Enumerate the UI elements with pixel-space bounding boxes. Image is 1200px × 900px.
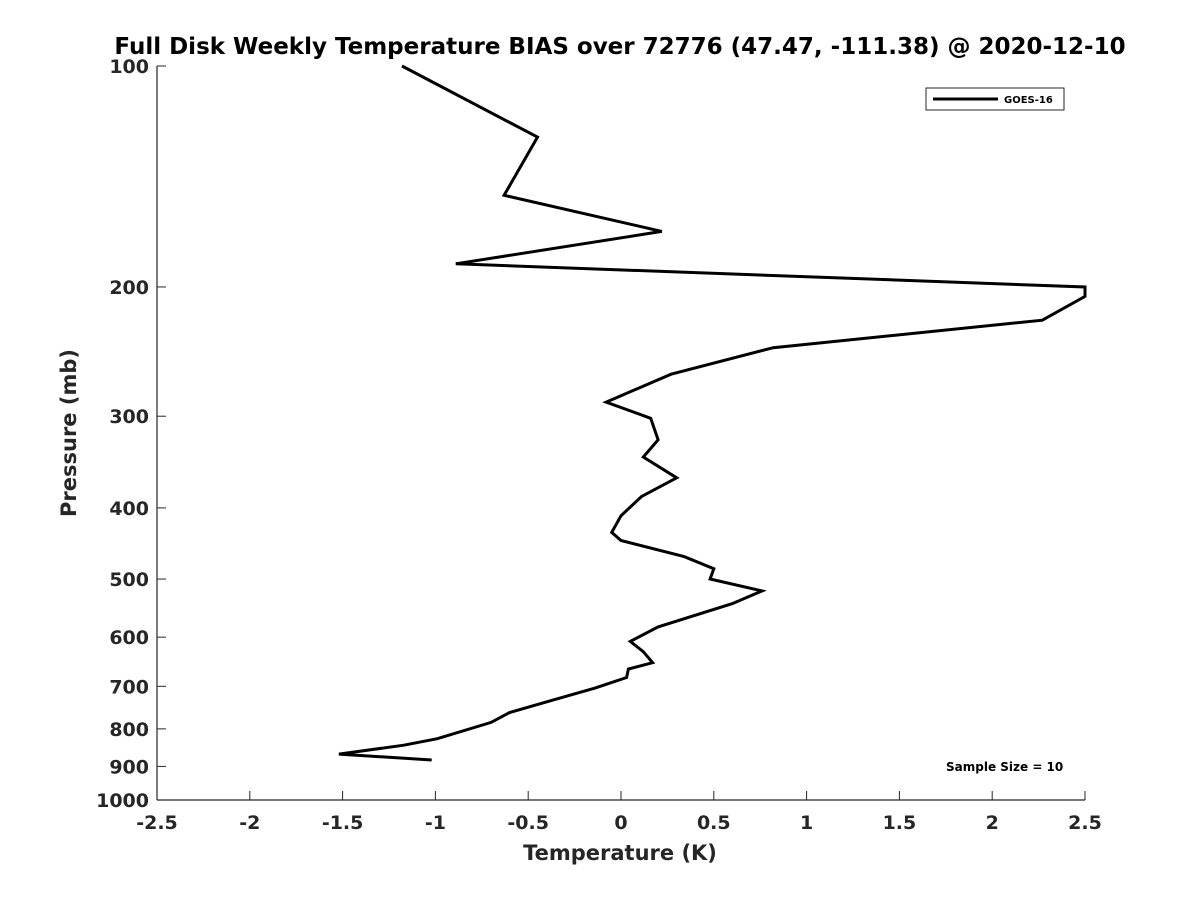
series-line-goes-16 (338, 64, 1087, 762)
x-tick-label: 0 (614, 812, 627, 834)
y-axis-ticks: 100 200 300 400 500 600 700 800 900 1000 (96, 56, 166, 812)
y-tick-label: 200 (109, 277, 149, 299)
y-tick-label: 100 (109, 56, 149, 78)
y-tick-label: 1000 (96, 790, 149, 812)
x-tick-label: -2.5 (136, 812, 178, 834)
legend: GOES-16 (925, 87, 1065, 111)
y-tick-label: 400 (109, 498, 149, 520)
y-tick-label: 700 (109, 676, 149, 698)
y-axis-label: Pressure (mb) (57, 349, 81, 517)
x-tick-label: 0.5 (697, 812, 731, 834)
x-tick-label: 1 (800, 812, 813, 834)
x-tick-label: -0.5 (507, 812, 549, 834)
sample-size-annotation: Sample Size = 10 (946, 760, 1063, 774)
y-tick-label: 500 (109, 569, 149, 591)
x-axis-label: Temperature (K) (523, 841, 717, 865)
x-tick-label: 1.5 (883, 812, 917, 834)
x-tick-label: -1.5 (322, 812, 364, 834)
y-tick-label: 800 (109, 719, 149, 741)
legend-label-goes-16: GOES-16 (1004, 95, 1053, 106)
x-tick-label: -1 (425, 812, 446, 834)
chart-title: Full Disk Weekly Temperature BIAS over 7… (114, 34, 1125, 60)
x-axis-ticks: -2.5 -2 -1.5 -1 -0.5 0 0.5 1 1.5 2 2.5 (136, 791, 1102, 834)
y-tick-label: 600 (109, 627, 149, 649)
x-tick-label: -2 (239, 812, 260, 834)
y-tick-label: 300 (109, 406, 149, 428)
x-tick-label: 2 (986, 812, 999, 834)
series-layer (338, 64, 1087, 762)
plot-frame (156, 66, 1085, 801)
x-tick-label: 2.5 (1068, 812, 1102, 834)
y-tick-label: 900 (109, 756, 149, 778)
